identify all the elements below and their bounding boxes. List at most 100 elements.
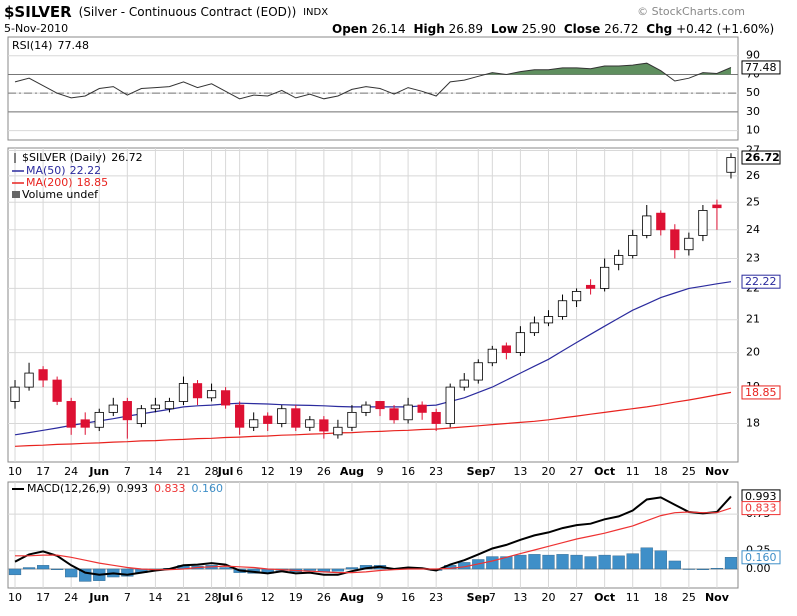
signal-line	[15, 507, 732, 574]
candle-body	[220, 390, 231, 406]
x-tick-label: Oct	[594, 591, 615, 604]
candle-body	[291, 408, 301, 428]
quote-value: 26.72	[604, 22, 638, 36]
x-tick-label: 14	[148, 591, 162, 604]
candle-body	[698, 210, 708, 236]
x-tick-label: 19	[289, 591, 303, 604]
x-tick-label: 12	[261, 465, 275, 478]
y-tick-label: 23	[746, 251, 760, 264]
histogram-bar	[8, 568, 22, 576]
x-tick-label: 19	[289, 465, 303, 478]
date: 5-Nov-2010	[4, 22, 68, 35]
x-tick-label: 13	[513, 465, 527, 478]
histogram-bar	[500, 556, 513, 570]
x-tick-label: 18	[654, 465, 668, 478]
candle-body	[192, 383, 203, 399]
legend: MA(50) 22.22	[26, 164, 101, 177]
y-tick-label: 0.00	[746, 562, 771, 575]
x-tick-label: Jul	[217, 591, 234, 604]
candle-body	[263, 415, 273, 424]
x-tick-label: 24	[64, 591, 78, 604]
x-tick-label: 10	[8, 465, 22, 478]
x-tick-label: Nov	[705, 465, 730, 478]
x-tick-label: Nov	[705, 591, 730, 604]
legend-value: 22.22	[70, 164, 102, 177]
histogram-bar	[696, 568, 709, 570]
candle-body	[375, 401, 385, 410]
candle-body	[473, 362, 483, 381]
moving-average	[14, 281, 732, 436]
histogram-bar	[219, 567, 232, 570]
candle-body	[656, 212, 666, 231]
histogram-bar	[79, 568, 92, 582]
candle-body	[333, 426, 343, 436]
candle-body	[670, 229, 680, 251]
candle-body	[136, 408, 146, 424]
histogram-bar	[724, 557, 738, 570]
moving-average	[14, 391, 732, 447]
histogram-bar	[556, 554, 569, 570]
candle-body	[122, 401, 132, 421]
candle-body	[94, 411, 104, 428]
x-tick-label: 27	[570, 465, 584, 478]
x-tick-label: Aug	[340, 591, 364, 604]
candle-body	[66, 401, 76, 428]
x-tick-label: 25	[682, 465, 696, 478]
candle-body	[529, 322, 540, 334]
candle-body	[557, 300, 568, 317]
y-tick-label: 18	[746, 417, 760, 430]
value-box-label: 77.48	[745, 61, 777, 74]
legend-value: 0.993	[117, 482, 149, 495]
histogram-bar	[121, 568, 134, 577]
value-box-label: 0.160	[745, 551, 777, 564]
legend: $SILVER (Daily) 26.72	[22, 151, 143, 164]
value-box-label: 22.22	[745, 275, 777, 288]
x-tick-label: Jun	[88, 591, 109, 604]
quote-label: Chg	[646, 22, 672, 36]
x-tick-label: 10	[8, 591, 22, 604]
y-tick-label: 24	[746, 223, 760, 236]
candle-body	[389, 408, 399, 421]
histogram-bar	[668, 560, 681, 570]
legend-name: MA(50)	[26, 164, 66, 177]
candle-body	[361, 404, 371, 413]
histogram-bar	[51, 568, 64, 570]
legend: MACD(12,26,9) 0.993 0.833 0.160	[27, 482, 223, 495]
histogram-bar	[682, 568, 695, 570]
candle-body	[487, 348, 497, 364]
candle-body	[24, 372, 34, 388]
x-tick-label: 12	[261, 591, 275, 604]
candle-body	[501, 345, 511, 353]
x-tick-label: 24	[64, 465, 78, 478]
candle-body	[543, 316, 554, 324]
histogram-bar	[486, 556, 499, 570]
candle-body	[585, 284, 596, 289]
histogram-bar	[626, 553, 639, 570]
x-tick-label: 16	[401, 591, 415, 604]
histogram-bar	[331, 568, 344, 572]
value-box	[741, 501, 781, 516]
histogram-bar	[22, 567, 36, 570]
value-box-label: 0.833	[745, 502, 777, 515]
histogram-bar	[542, 554, 555, 570]
x-tick-label: 9	[377, 591, 384, 604]
histogram-bar	[528, 554, 541, 570]
candle-body	[319, 419, 329, 432]
x-tick-label: 13	[513, 591, 527, 604]
candle-body	[52, 379, 62, 402]
quote-value: +0.42 (+1.60%)	[676, 22, 774, 36]
legend: RSI(14) 77.48	[12, 39, 89, 52]
x-tick-label: 17	[36, 591, 50, 604]
value-box	[741, 550, 781, 565]
value-box	[741, 60, 781, 75]
overbought-fill	[15, 63, 731, 75]
x-tick-label: Sep	[467, 465, 490, 478]
credit: © StockCharts.com	[637, 5, 745, 18]
legend-icon	[12, 191, 20, 198]
legend-value: 0.833	[154, 482, 186, 495]
panel-frame	[7, 36, 739, 141]
x-tick-label: 7	[124, 465, 131, 478]
x-tick-label: 18	[654, 591, 668, 604]
value-box	[741, 274, 781, 289]
x-tick-label: 23	[429, 591, 443, 604]
